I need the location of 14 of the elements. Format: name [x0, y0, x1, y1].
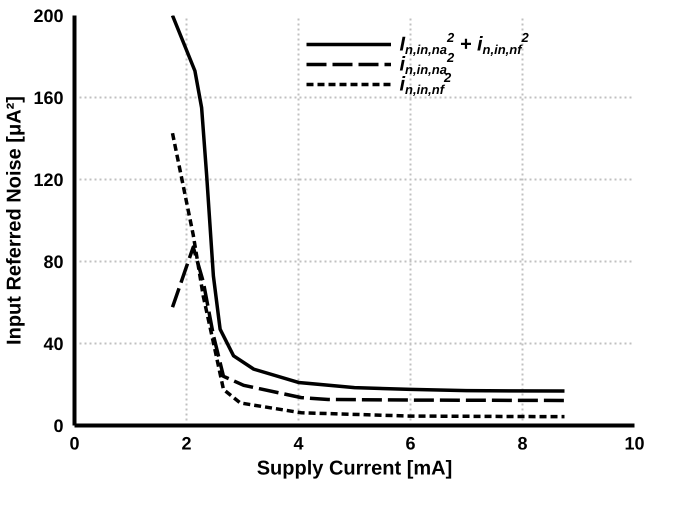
- y-tick-label: 120: [33, 170, 64, 190]
- x-tick-label: 10: [624, 434, 645, 454]
- y-tick-label: 0: [53, 416, 64, 436]
- y-tick-label: 80: [43, 252, 64, 272]
- x-tick-label: 2: [181, 434, 192, 454]
- y-tick-label: 200: [33, 6, 64, 26]
- x-tick-label: 4: [293, 434, 304, 454]
- y-tick-label: 160: [33, 88, 64, 108]
- x-axis-title: Supply Current [mA]: [256, 458, 452, 480]
- y-axis-title: Input Referred Noise [μA²]: [3, 96, 26, 345]
- x-tick-label: 6: [405, 434, 416, 454]
- x-tick-label: 0: [69, 434, 80, 454]
- x-tick-label: 8: [517, 434, 528, 454]
- y-tick-label: 40: [43, 334, 64, 354]
